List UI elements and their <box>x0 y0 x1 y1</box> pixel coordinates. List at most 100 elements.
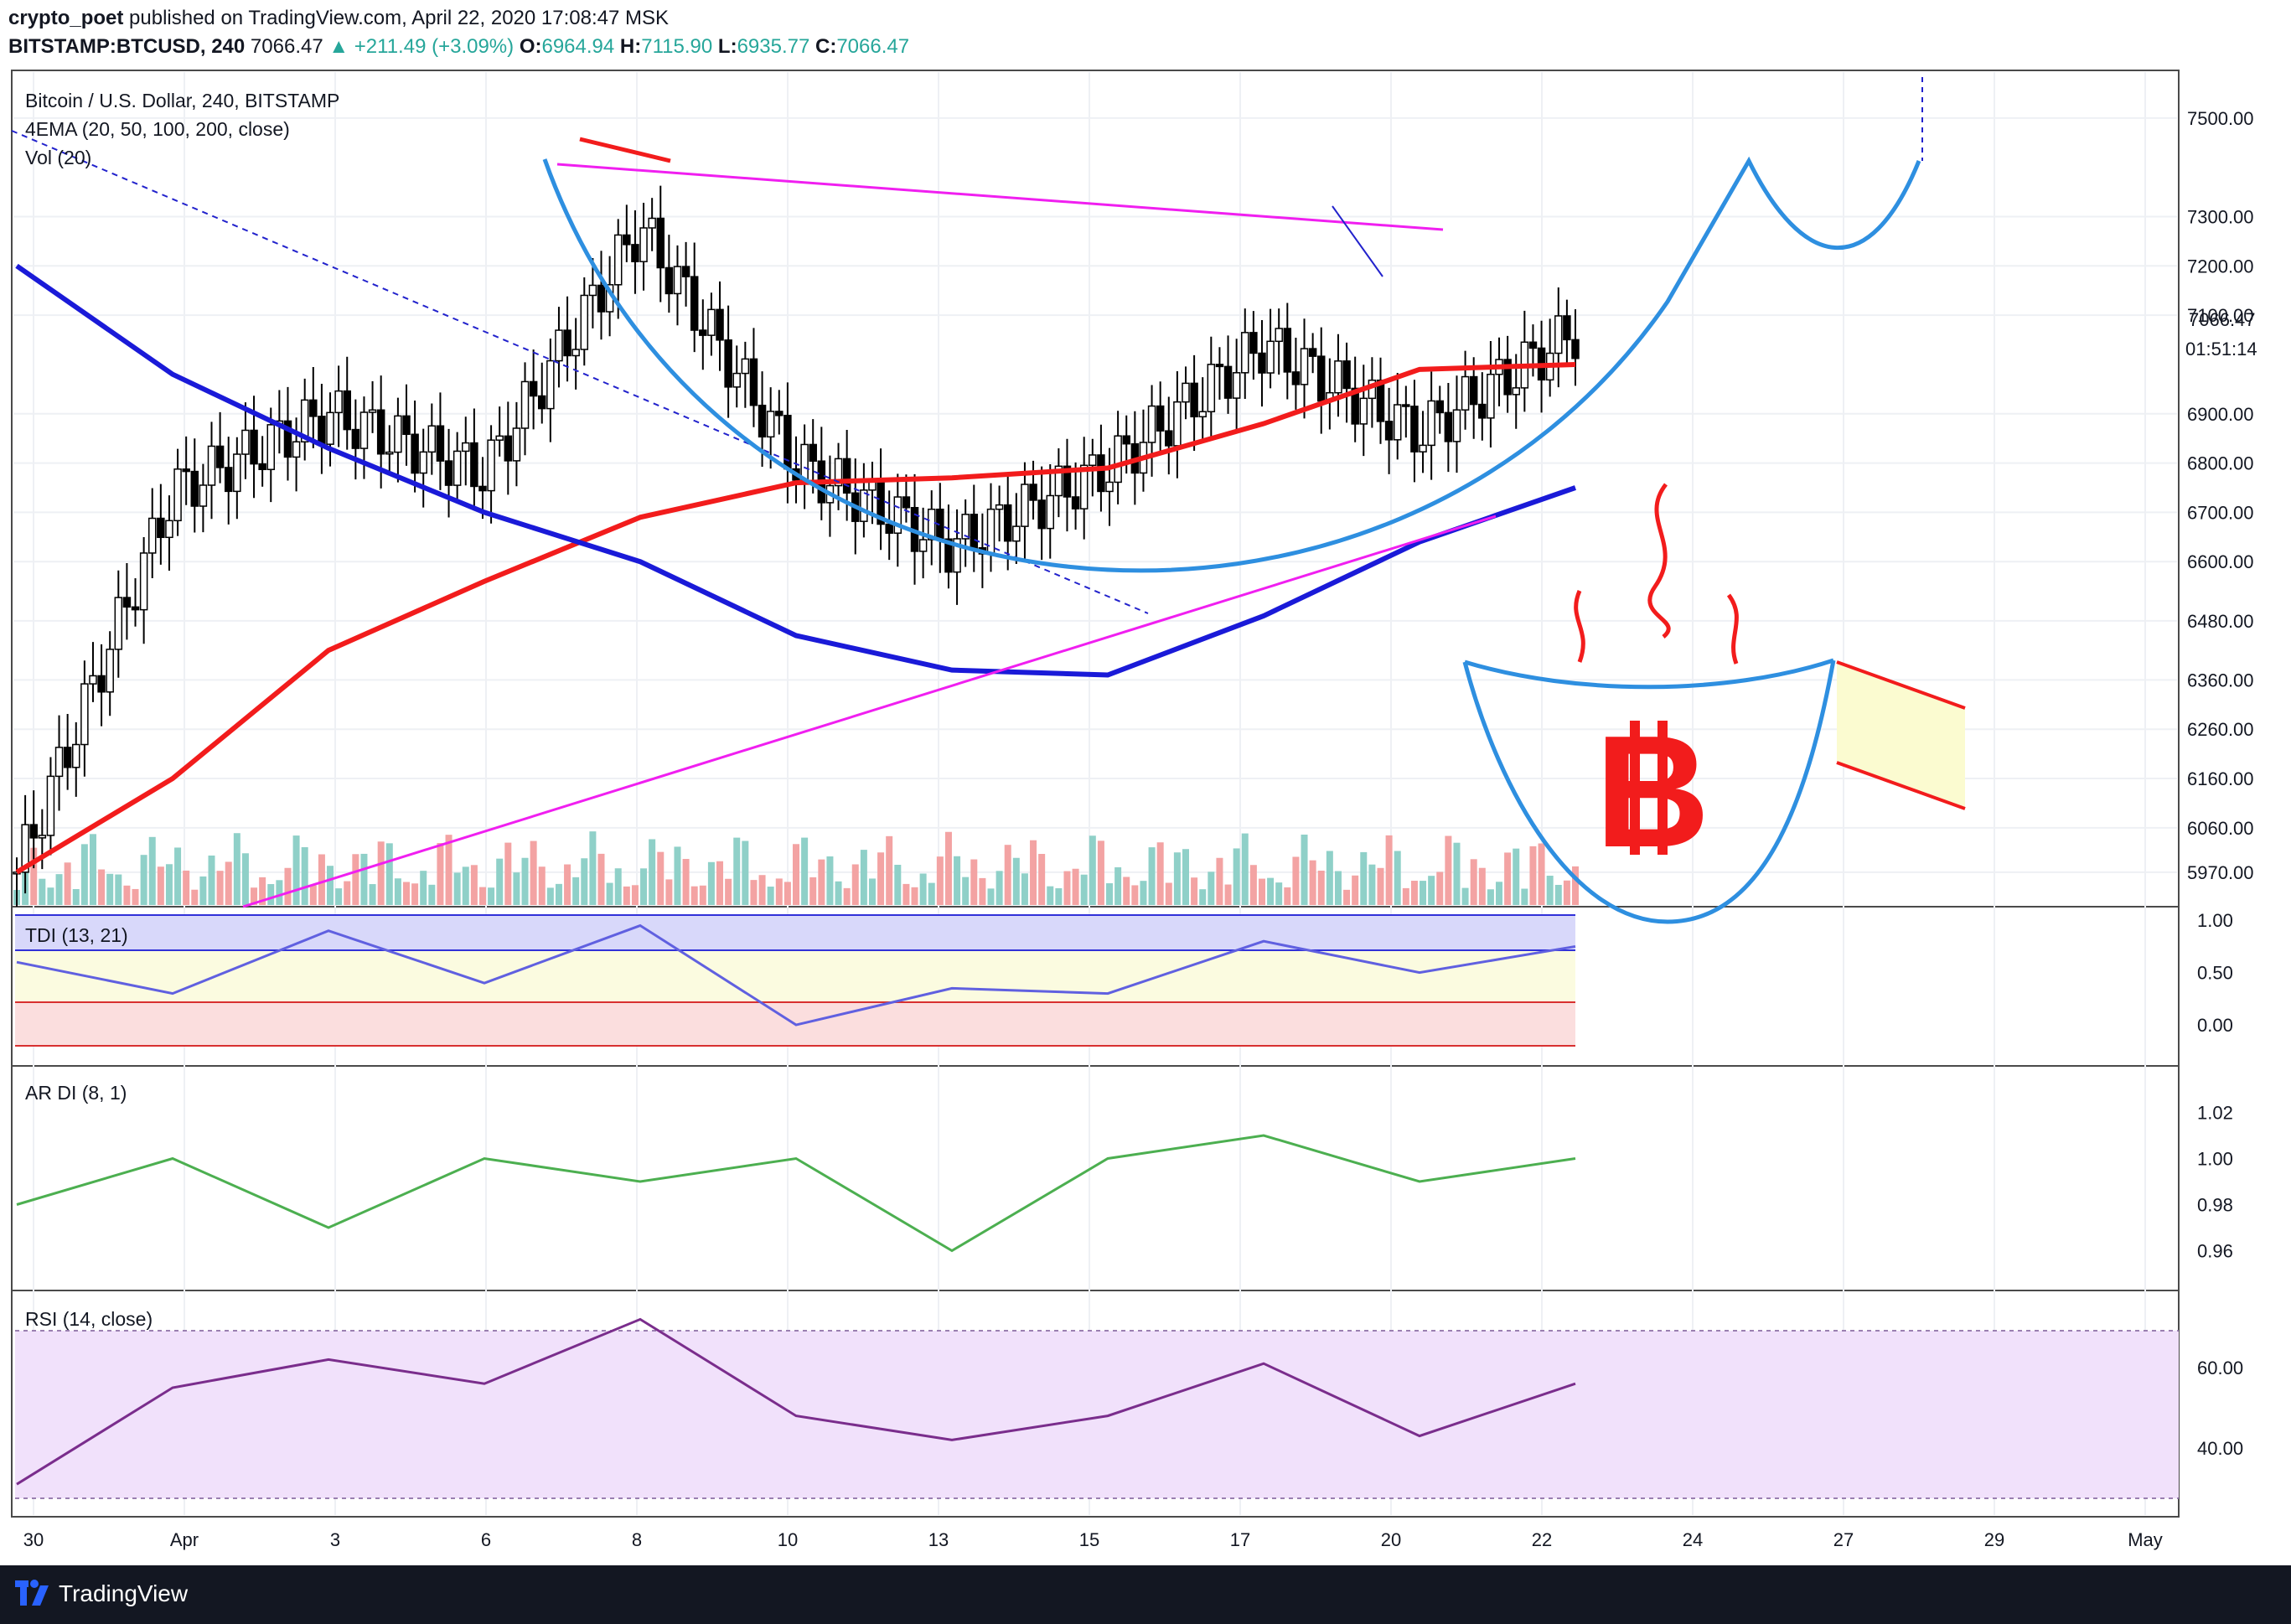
candle <box>555 329 563 362</box>
volume-bar <box>1554 884 1562 905</box>
candle <box>809 443 817 462</box>
candle <box>318 416 326 445</box>
volume-bar <box>470 865 478 905</box>
candle <box>495 435 504 441</box>
volume-bar <box>1089 835 1096 905</box>
candle <box>1487 373 1495 419</box>
candle <box>639 227 648 262</box>
candle <box>580 294 589 350</box>
author-name[interactable]: crypto_poet <box>8 7 124 29</box>
volume-bar <box>1368 864 1376 905</box>
volume-bar <box>157 866 164 905</box>
ardi-legend[interactable]: AR DI (8, 1) <box>25 1082 127 1104</box>
vol-legend[interactable]: Vol (20) <box>25 147 91 168</box>
volume-bar <box>1334 871 1342 905</box>
candle <box>1012 525 1021 542</box>
candle <box>893 496 902 534</box>
candle <box>1079 464 1089 509</box>
ema-legend[interactable]: 4EMA (20, 50, 100, 200, close) <box>25 118 290 140</box>
ema-lines <box>15 263 1576 875</box>
candle <box>927 508 936 540</box>
volume-bar <box>1106 883 1114 905</box>
tradingview-brand[interactable]: TradingView <box>59 1580 189 1606</box>
candle <box>453 450 462 486</box>
candle <box>436 425 445 462</box>
tdi-bands <box>15 914 1575 1047</box>
candle <box>1046 494 1055 530</box>
volume-bar <box>843 887 851 905</box>
volume-bar <box>437 843 444 905</box>
volume-bar <box>89 834 96 905</box>
ema-red-line <box>15 361 1576 875</box>
trend-red-short <box>579 137 671 163</box>
candle <box>131 606 140 611</box>
volume-bar <box>928 882 935 905</box>
candle <box>707 308 716 336</box>
tdi-legend[interactable]: TDI (13, 21) <box>25 924 128 946</box>
volume-bar <box>1047 886 1054 905</box>
candle <box>1198 411 1207 418</box>
candle <box>732 372 741 388</box>
x-tick-label: 15 <box>1079 1529 1099 1550</box>
candle <box>681 266 690 277</box>
volume-bar <box>614 868 622 905</box>
volume-bar <box>1063 871 1071 905</box>
volume-bar <box>793 844 799 905</box>
chart-canvas[interactable]: B 7066.47 01:51:14 7500.00 7300.00 7200.00… <box>0 0 2291 1565</box>
ema-blue-line <box>15 263 1576 678</box>
candle <box>38 835 47 839</box>
candle <box>351 428 360 449</box>
volume-bar <box>1436 871 1444 905</box>
x-tick-label: 8 <box>632 1529 642 1550</box>
candle <box>834 458 843 487</box>
volume-bar <box>1148 847 1156 905</box>
y-tick-label: 6160.00 <box>2187 768 2254 789</box>
current-price-tag: 7066.47 <box>2189 309 2256 330</box>
volume-bar <box>385 843 393 905</box>
y-tick-label: 6900.00 <box>2187 404 2254 425</box>
candle <box>571 349 580 357</box>
volume-bar <box>1030 840 1037 905</box>
volume-bar <box>1461 887 1469 905</box>
y-tick-label: 6360.00 <box>2187 670 2254 690</box>
volume-bar <box>80 844 88 905</box>
pane-frames <box>11 70 2180 1518</box>
volume-bar <box>767 887 774 905</box>
volume-bar <box>267 884 275 905</box>
main-legend-title[interactable]: Bitcoin / U.S. Dollar, 240, BITSTAMP <box>25 90 339 111</box>
publish-line: crypto_poet published on TradingView.com… <box>8 7 669 30</box>
volume-bar <box>555 883 562 905</box>
candle <box>157 517 165 539</box>
volume-bar <box>690 886 698 905</box>
volume-bar <box>1572 866 1579 905</box>
rsi-legend[interactable]: RSI (14, close) <box>25 1308 153 1330</box>
candle <box>1503 359 1512 396</box>
volume-bar <box>1394 851 1401 905</box>
y-tick-label: 5970.00 <box>2187 862 2254 883</box>
volume-bar <box>589 831 597 905</box>
candle <box>250 429 258 465</box>
open-value: 6964.94 <box>541 35 615 58</box>
tradingview-logo-icon[interactable] <box>13 1575 50 1612</box>
candle <box>800 443 809 481</box>
x-tick-label: 22 <box>1532 1529 1552 1550</box>
volume-bar <box>742 840 749 905</box>
ardi-line <box>16 1134 1576 1253</box>
volume-bar <box>1114 866 1122 905</box>
volume-bar <box>707 861 715 905</box>
volume-bar <box>851 864 859 905</box>
volume-bar <box>208 855 215 905</box>
volume-bar <box>1140 881 1147 905</box>
candle <box>961 514 970 540</box>
candle <box>1402 404 1410 407</box>
candle <box>487 439 495 492</box>
candle <box>411 433 419 474</box>
volume-bar <box>936 856 944 905</box>
drawings: B <box>11 77 1966 924</box>
rsi-line <box>16 1317 1576 1486</box>
symbol-label[interactable]: BITSTAMP:BTCUSD, 240 <box>8 35 246 58</box>
candle <box>1316 355 1326 402</box>
published-text: published on TradingView.com, April 22, … <box>129 7 670 29</box>
volume-bar <box>783 882 791 905</box>
volume-bars <box>13 831 1579 905</box>
